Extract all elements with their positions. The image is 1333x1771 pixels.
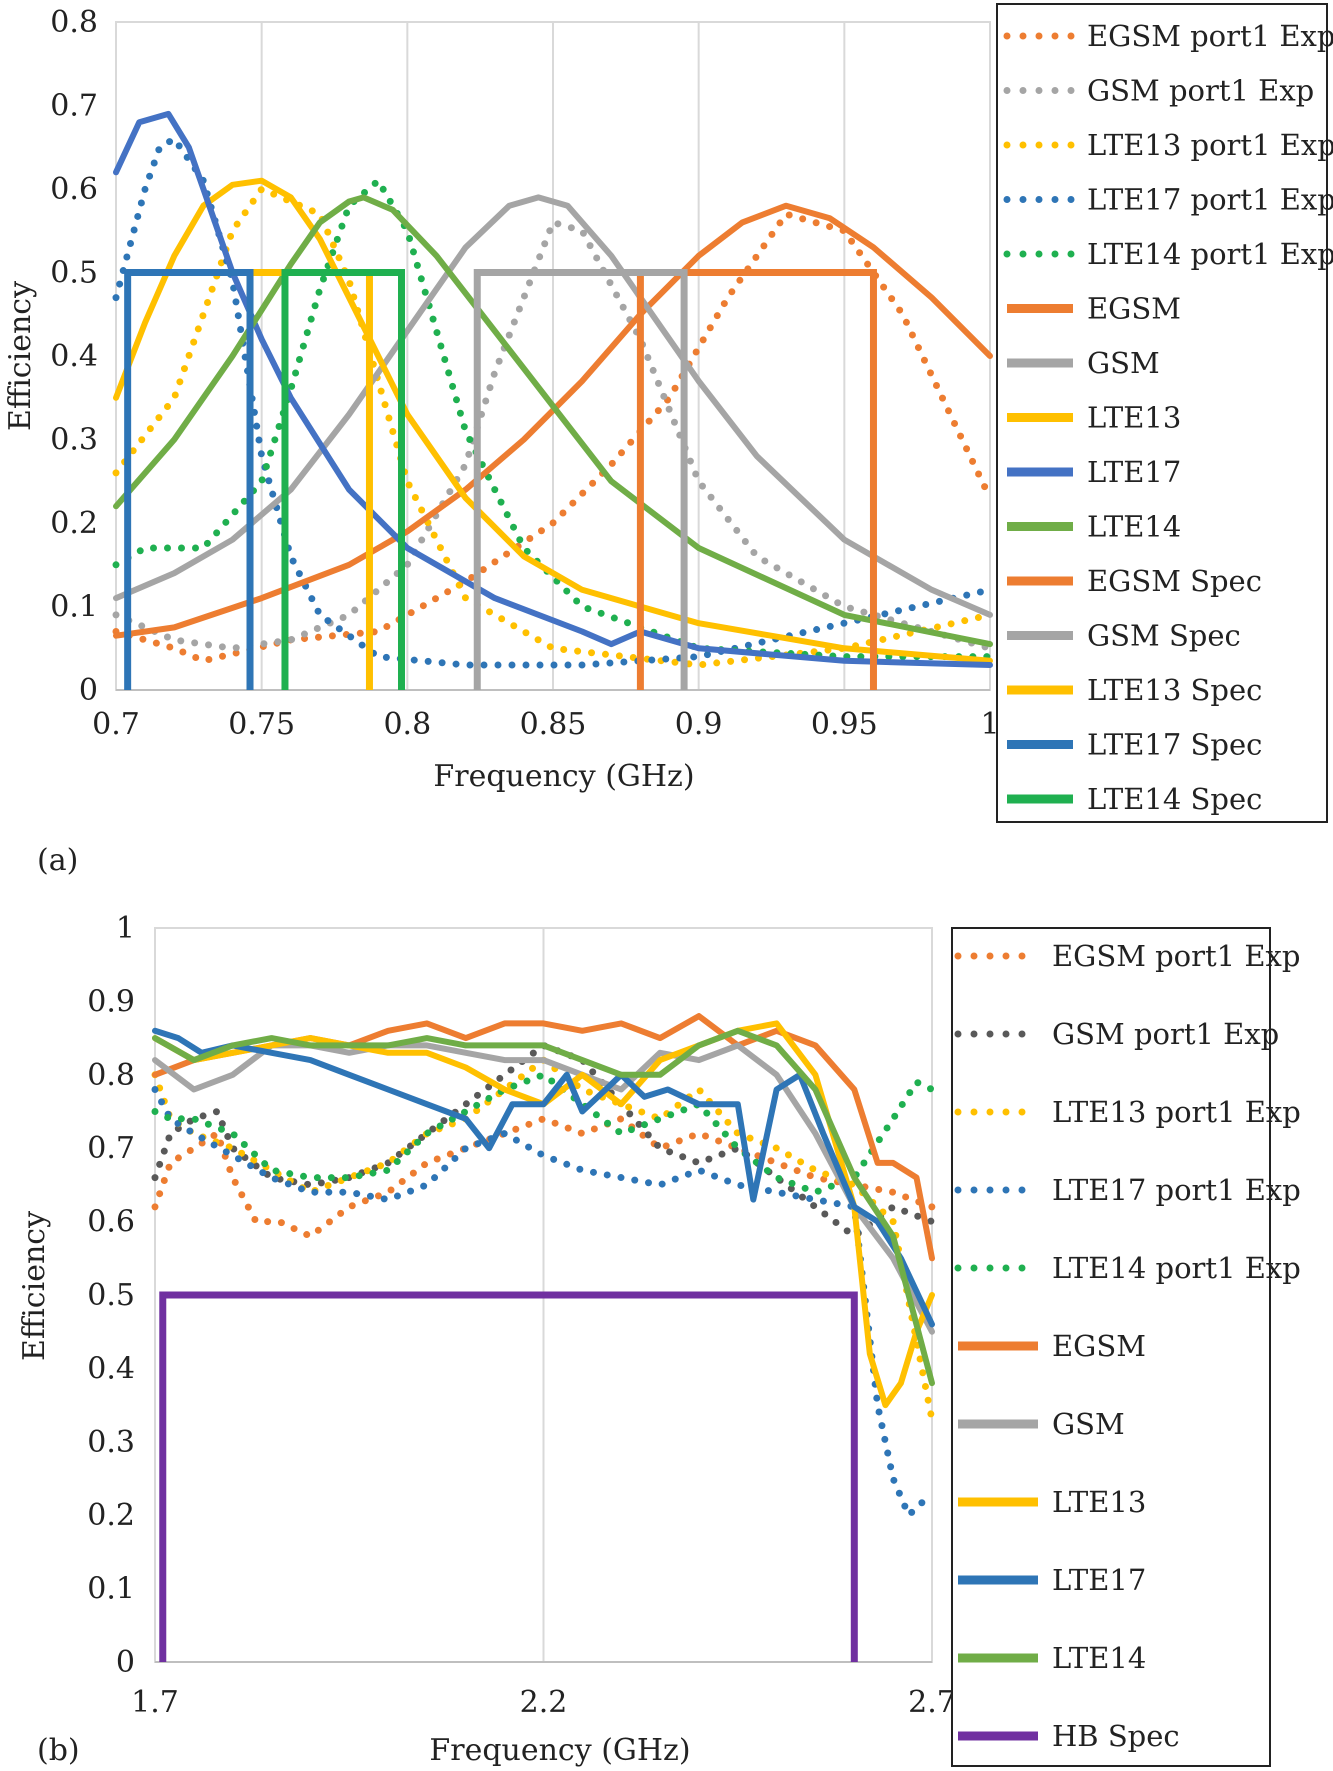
legend-label: LTE14 <box>1052 1641 1146 1675</box>
legend-label: LTE13 <box>1087 401 1181 435</box>
series-lte13-port1-exp-line <box>151 1056 936 1424</box>
legend-label: EGSM Spec <box>1087 564 1262 598</box>
y-axis-title: Efficiency <box>17 1211 52 1361</box>
y-tick-label: 0.4 <box>87 1351 135 1386</box>
x-tick-label: 0.9 <box>675 707 723 742</box>
y-tick-label: 0.1 <box>50 590 98 625</box>
x-tick-label: 2.7 <box>908 1685 956 1720</box>
legend-label: LTE14 port1 Exp <box>1087 237 1333 271</box>
panel-label: (a) <box>37 843 78 878</box>
legend-label: LTE13 port1 Exp <box>1052 1095 1301 1129</box>
x-tick-label: 0.8 <box>383 707 431 742</box>
y-tick-label: 0.3 <box>87 1425 135 1460</box>
legend-label: LTE17 <box>1052 1563 1146 1597</box>
legend-label: LTE13 Spec <box>1087 673 1262 707</box>
legend-label: EGSM <box>1052 1329 1146 1363</box>
y-tick-label: 0 <box>79 673 98 708</box>
series-gsm-port1-exp-line <box>151 1041 936 1240</box>
y-tick-label: 0 <box>116 1645 135 1680</box>
legend-label: LTE14 port1 Exp <box>1052 1251 1301 1285</box>
legend-label: GSM Spec <box>1087 619 1241 653</box>
y-tick-label: 0.6 <box>87 1205 135 1240</box>
y-tick-label: 0.1 <box>87 1572 135 1607</box>
legend-label: EGSM port1 Exp <box>1052 939 1300 973</box>
series-lte14-port1-exp-line <box>151 1071 936 1196</box>
series-egsm-port1-exp-line <box>151 1115 936 1240</box>
legend-label: EGSM <box>1087 292 1181 326</box>
series-egsm-line <box>113 202 993 639</box>
panel-label: (b) <box>37 1733 80 1768</box>
legend-label: LTE17 port1 Exp <box>1052 1173 1301 1207</box>
y-tick-label: 0.8 <box>50 5 98 40</box>
legend-label: LTE14 <box>1087 510 1181 544</box>
x-axis-title: Frequency (GHz) <box>433 759 694 794</box>
series-egsm-port1-exp-line <box>112 210 994 665</box>
x-tick-label: 0.75 <box>228 707 295 742</box>
y-tick-label: 0.7 <box>87 1131 135 1166</box>
y-axis-title: Efficiency <box>3 281 38 431</box>
y-tick-label: 0.8 <box>87 1058 135 1093</box>
x-tick-label: 2.2 <box>520 1685 568 1720</box>
y-tick-label: 0.4 <box>50 339 98 374</box>
legend-label: EGSM port1 Exp <box>1087 19 1333 53</box>
legend-label: GSM <box>1052 1407 1125 1441</box>
y-tick-label: 0.6 <box>50 172 98 207</box>
x-axis-title: Frequency (GHz) <box>429 1733 690 1768</box>
legend-label: LTE13 <box>1052 1485 1146 1519</box>
y-tick-label: 0.3 <box>50 423 98 458</box>
y-tick-label: 0.5 <box>87 1278 135 1313</box>
legend-label: LTE17 <box>1087 455 1181 489</box>
y-tick-label: 0.2 <box>50 506 98 541</box>
x-tick-label: 1.7 <box>131 1685 179 1720</box>
series-gsm-spec-line <box>473 269 688 690</box>
series-gsm-line <box>113 194 993 618</box>
y-tick-label: 0.2 <box>87 1498 135 1533</box>
y-tick-label: 0.9 <box>87 984 135 1019</box>
y-tick-label: 0.5 <box>50 256 98 291</box>
series-lte17-line <box>152 1027 935 1328</box>
x-tick-label: 1 <box>980 707 999 742</box>
x-tick-label: 0.7 <box>92 707 140 742</box>
legend-label: GSM <box>1087 346 1160 380</box>
legend-label: LTE17 port1 Exp <box>1087 183 1333 217</box>
series-lte14-line <box>152 1027 935 1387</box>
y-tick-label: 0.7 <box>50 89 98 124</box>
series-lte17-port1-exp-line <box>151 1086 936 1519</box>
legend-label: LTE14 Spec <box>1087 782 1262 816</box>
legend-label: LTE17 Spec <box>1087 728 1262 762</box>
series-hb-spec-line <box>159 1291 858 1662</box>
series-lte17-spec-line <box>124 269 254 690</box>
series-egsm-spec-line <box>636 269 877 690</box>
series-lte13-port1-exp-line <box>112 185 994 669</box>
x-tick-label: 0.85 <box>520 707 587 742</box>
legend-label: GSM port1 Exp <box>1052 1017 1279 1051</box>
y-tick-label: 1 <box>116 911 135 946</box>
series-lte14-spec-line <box>281 269 406 690</box>
x-tick-label: 0.95 <box>811 707 878 742</box>
legend-label: HB Spec <box>1052 1719 1180 1753</box>
legend-label: GSM port1 Exp <box>1087 74 1314 108</box>
legend-label: LTE13 port1 Exp <box>1087 128 1333 162</box>
series-lte17-line <box>113 110 993 668</box>
